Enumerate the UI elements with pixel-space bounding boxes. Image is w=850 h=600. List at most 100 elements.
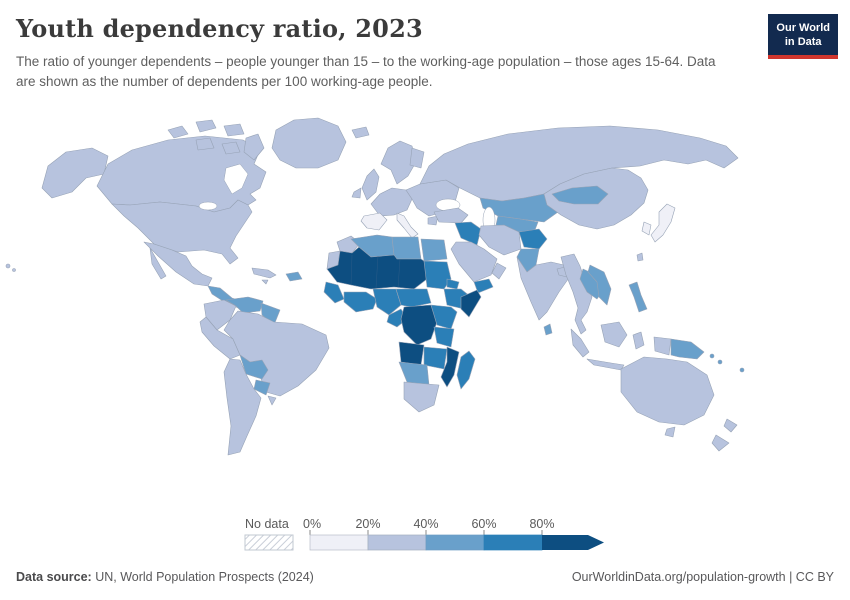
region-oman[interactable] (491, 262, 507, 280)
sahel-inner-borders (350, 254, 401, 289)
region-madagascar[interactable] (456, 350, 476, 390)
legend-swatch-40-60[interactable] (425, 534, 485, 551)
region-somalia[interactable] (460, 289, 482, 318)
region-uk[interactable] (361, 168, 380, 201)
no-data-label: No data (245, 517, 289, 531)
region-senegal-guinea[interactable] (323, 281, 345, 304)
region-greenland[interactable] (271, 117, 347, 169)
region-egypt[interactable] (420, 238, 448, 262)
region-new-zealand[interactable] (723, 418, 738, 433)
footer-link[interactable]: OurWorldinData.org/population-growth | C… (571, 570, 834, 584)
legend-svg: No data 0% 20% 40% 60% 80% (244, 517, 604, 551)
region-iberia[interactable] (360, 212, 388, 231)
region-west-papua[interactable] (653, 336, 672, 356)
legend-swatch-20-40[interactable] (367, 534, 427, 551)
region-jamaica[interactable] (261, 279, 269, 285)
region-western-europe[interactable] (370, 187, 413, 217)
region-cuba[interactable] (251, 267, 277, 279)
region-myanmar-thailand[interactable] (560, 253, 593, 335)
legend-tick-80: 80% (529, 517, 554, 531)
region-greece[interactable] (427, 215, 439, 226)
region-vietnam[interactable] (587, 264, 612, 306)
region-alaska[interactable] (41, 147, 109, 199)
legend-swatch-80-plus[interactable] (542, 535, 588, 550)
region-solomon-islands[interactable] (717, 359, 723, 365)
region-java[interactable] (586, 358, 625, 371)
region-eritrea[interactable] (446, 278, 460, 290)
region-taiwan[interactable] (636, 252, 644, 262)
region-hawaii[interactable] (5, 263, 11, 269)
region-kenya-uganda[interactable] (430, 304, 458, 330)
hudson-bay (223, 163, 249, 195)
region-mongolia[interactable] (551, 185, 609, 205)
data-source-note: Data source: UN, World Population Prospe… (16, 570, 314, 584)
region-argentina-chile[interactable] (223, 358, 262, 456)
region-ghana-ivory-coast[interactable] (343, 291, 378, 313)
region-india[interactable] (516, 256, 572, 321)
region-fiji[interactable] (739, 367, 745, 373)
region-baffin-island[interactable] (243, 133, 265, 161)
region-iceland[interactable] (351, 126, 370, 139)
region-south-africa[interactable] (403, 381, 440, 413)
legend-swatch-60-80[interactable] (483, 534, 543, 551)
region-hispaniola[interactable] (285, 271, 303, 282)
region-brazil[interactable] (223, 310, 330, 397)
world-map (0, 108, 850, 508)
region-drc[interactable] (400, 304, 438, 346)
region-tasmania[interactable] (664, 426, 676, 438)
region-venezuela[interactable] (225, 296, 264, 314)
region-zambia-zimbabwe[interactable] (423, 346, 448, 370)
region-libya[interactable] (391, 236, 422, 260)
legend-tick-40: 40% (413, 517, 438, 531)
region-arctic-island[interactable] (195, 137, 215, 151)
region-arctic-island[interactable] (223, 123, 245, 137)
region-australia[interactable] (620, 356, 715, 426)
owid-logo-line1: Our World (776, 22, 830, 34)
region-uruguay[interactable] (267, 395, 277, 406)
legend-arrow-icon[interactable] (588, 535, 604, 550)
map-legend: No data 0% 20% 40% 60% 80% (0, 508, 850, 560)
region-borneo[interactable] (600, 321, 628, 348)
chart-subtitle: The ratio of younger dependents – people… (16, 54, 716, 90)
chart-footer: Data source: UN, World Population Prospe… (0, 570, 850, 584)
legend-tick-60: 60% (471, 517, 496, 531)
region-finland[interactable] (409, 147, 425, 169)
region-hawaii[interactable] (12, 268, 16, 272)
region-tanzania[interactable] (433, 326, 455, 348)
region-philippines[interactable] (628, 281, 648, 313)
page-title: Youth dependency ratio, 2023 (16, 14, 423, 43)
region-sulawesi[interactable] (632, 331, 645, 350)
region-nigeria[interactable] (372, 288, 402, 316)
region-baja-california[interactable] (149, 247, 167, 280)
legend-swatch-0-20[interactable] (309, 534, 369, 551)
region-sumatra[interactable] (570, 328, 590, 358)
region-solomon-islands[interactable] (709, 353, 715, 359)
region-ireland[interactable] (351, 187, 362, 199)
region-mexico[interactable] (143, 241, 213, 287)
region-iraq[interactable] (454, 221, 482, 246)
region-italy[interactable] (396, 212, 419, 239)
region-saudi-arabia[interactable] (450, 241, 498, 283)
region-japan[interactable] (650, 203, 676, 243)
region-cameroon-car[interactable] (395, 288, 432, 308)
region-arctic-island[interactable] (195, 119, 217, 133)
data-source-label: Data source: (16, 570, 92, 584)
region-angola[interactable] (398, 341, 425, 366)
owid-logo[interactable]: Our World in Data (768, 14, 838, 59)
no-data-swatch[interactable] (244, 534, 294, 551)
region-paraguay[interactable] (253, 379, 271, 396)
region-turkey[interactable] (433, 207, 469, 224)
region-arctic-island[interactable] (167, 125, 189, 139)
region-south-korea[interactable] (641, 221, 652, 236)
region-sri-lanka[interactable] (543, 323, 553, 336)
region-yemen[interactable] (473, 278, 494, 294)
region-mozambique[interactable] (440, 346, 460, 388)
owid-logo-line2: in Data (784, 36, 822, 49)
region-iran[interactable] (478, 224, 522, 256)
region-new-zealand[interactable] (711, 434, 730, 452)
region-papua-new-guinea[interactable] (670, 338, 705, 360)
region-namibia-botswana[interactable] (398, 361, 430, 386)
region-arctic-island[interactable] (221, 141, 241, 155)
region-afghanistan[interactable] (518, 228, 548, 250)
legend-tick-0: 0% (303, 517, 321, 531)
